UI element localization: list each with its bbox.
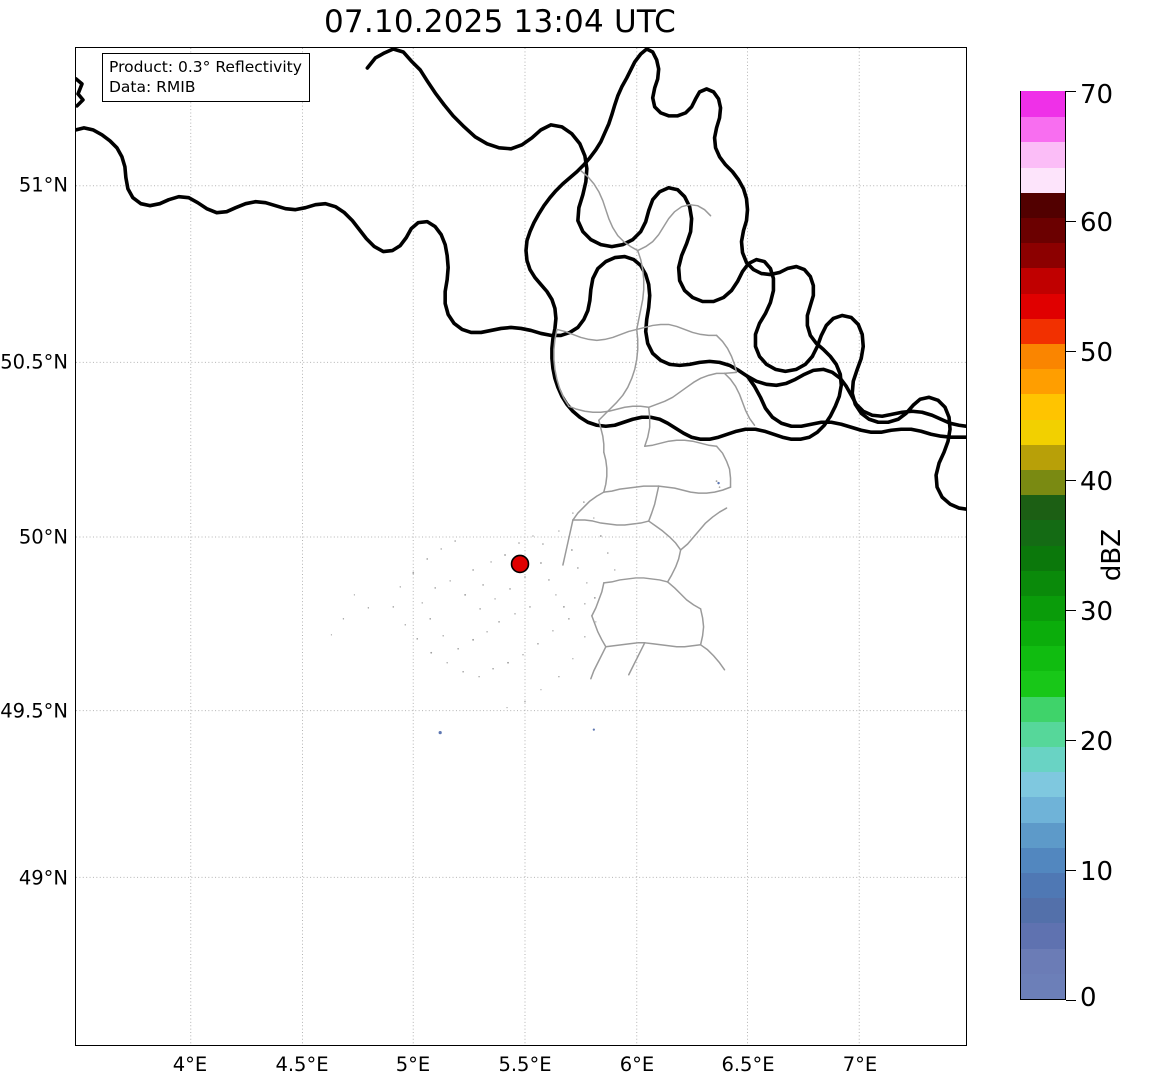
colorbar-tick-0 <box>1066 1000 1076 1001</box>
colorbar-label-50: 50 <box>1080 338 1114 368</box>
colorbar-band <box>1021 292 1065 319</box>
colorbar-band <box>1021 393 1065 420</box>
colorbar-band <box>1021 242 1065 269</box>
x-tick-label-4e: 4°E <box>172 1053 208 1076</box>
radar-echo-speckle-blue <box>438 481 720 735</box>
colorbar-band <box>1021 695 1065 722</box>
colorbar-label-20: 20 <box>1080 727 1114 757</box>
colorbar-band <box>1021 468 1065 496</box>
colorbar-band <box>1021 544 1065 571</box>
colorbar-band <box>1021 720 1065 748</box>
colorbar-tick-20 <box>1066 740 1076 741</box>
colorbar-band <box>1021 141 1065 168</box>
colorbar-label-0: 0 <box>1080 983 1097 1013</box>
colorbar-band <box>1021 267 1065 294</box>
colorbar-band <box>1021 443 1065 470</box>
colorbar-band <box>1021 166 1065 193</box>
colorbar-band <box>1021 670 1065 697</box>
colorbar-band <box>1021 116 1065 143</box>
x-tick-label-6-5e: 6.5°E <box>721 1053 775 1076</box>
colorbar-band <box>1021 342 1065 370</box>
colorbar-axis-title: dBZ <box>1097 528 1127 582</box>
colorbar-band <box>1021 216 1065 244</box>
colorbar-band <box>1021 569 1065 596</box>
product-info-box: Product: 0.3° Reflectivity Data: RMIB <box>102 53 310 103</box>
national-borders <box>76 48 966 511</box>
luxembourg-border <box>524 48 844 442</box>
colorbar-band <box>1021 191 1065 218</box>
colorbar-band <box>1021 368 1065 395</box>
radar-map-plot[interactable]: Product: 0.3° Reflectivity Data: RMIB <box>75 47 967 1046</box>
product-info-product: Product: 0.3° Reflectivity <box>109 58 302 76</box>
radar-echo-speckle <box>330 480 721 709</box>
x-tick-label-5-5e: 5.5°E <box>498 1053 552 1076</box>
colorbar-label-30: 30 <box>1080 597 1114 627</box>
colorbar-band <box>1021 897 1065 924</box>
colorbar-tick-30 <box>1066 610 1076 611</box>
colorbar-band <box>1021 317 1065 344</box>
y-tick-label-50-5n: 50.5°N <box>0 350 68 374</box>
gridlines <box>76 48 966 1045</box>
colorbar-tick-60 <box>1066 221 1076 222</box>
colorbar-band <box>1021 645 1065 672</box>
colorbar-band <box>1021 594 1065 622</box>
colorbar-band <box>1021 796 1065 823</box>
colorbar-band <box>1021 871 1065 899</box>
y-tick-label-50n: 50°N <box>18 525 68 549</box>
colorbar-band <box>1021 620 1065 647</box>
colorbar-band <box>1021 922 1065 949</box>
y-tick-label-51n: 51°N <box>18 173 68 197</box>
colorbar-label-70: 70 <box>1080 80 1114 110</box>
y-tick-label-49-5n: 49.5°N <box>0 699 68 723</box>
reflectivity-colorbar[interactable] <box>1020 90 1066 1000</box>
page-title: 07.10.2025 13:04 UTC <box>324 4 676 40</box>
colorbar-tick-70 <box>1066 91 1076 92</box>
colorbar-band <box>1021 418 1065 445</box>
colorbar-label-60: 60 <box>1080 208 1114 238</box>
colorbar-label-10: 10 <box>1080 857 1114 887</box>
colorbar-band <box>1021 494 1065 521</box>
x-tick-label-7e: 7°E <box>842 1053 878 1076</box>
colorbar-band <box>1021 846 1065 874</box>
x-tick-label-6e: 6°E <box>619 1053 655 1076</box>
luxembourg-internal-borders <box>553 170 756 680</box>
colorbar-tick-40 <box>1066 480 1076 481</box>
colorbar-band <box>1021 90 1065 118</box>
colorbar-band <box>1021 972 1065 999</box>
radar-station-marker[interactable] <box>510 554 530 574</box>
x-tick-label-4-5e: 4.5°E <box>275 1053 329 1076</box>
product-info-data: Data: RMIB <box>109 78 196 97</box>
colorbar-label-40: 40 <box>1080 467 1114 497</box>
map-canvas <box>76 48 966 1045</box>
colorbar-band <box>1021 745 1065 773</box>
colorbar-tick-50 <box>1066 351 1076 352</box>
y-tick-label-49n: 49°N <box>18 866 68 890</box>
colorbar-band <box>1021 821 1065 848</box>
x-tick-label-5e: 5°E <box>395 1053 431 1076</box>
colorbar-band <box>1021 947 1065 974</box>
colorbar-band <box>1021 771 1065 798</box>
colorbar-tick-10 <box>1066 870 1076 871</box>
colorbar-band <box>1021 519 1065 546</box>
